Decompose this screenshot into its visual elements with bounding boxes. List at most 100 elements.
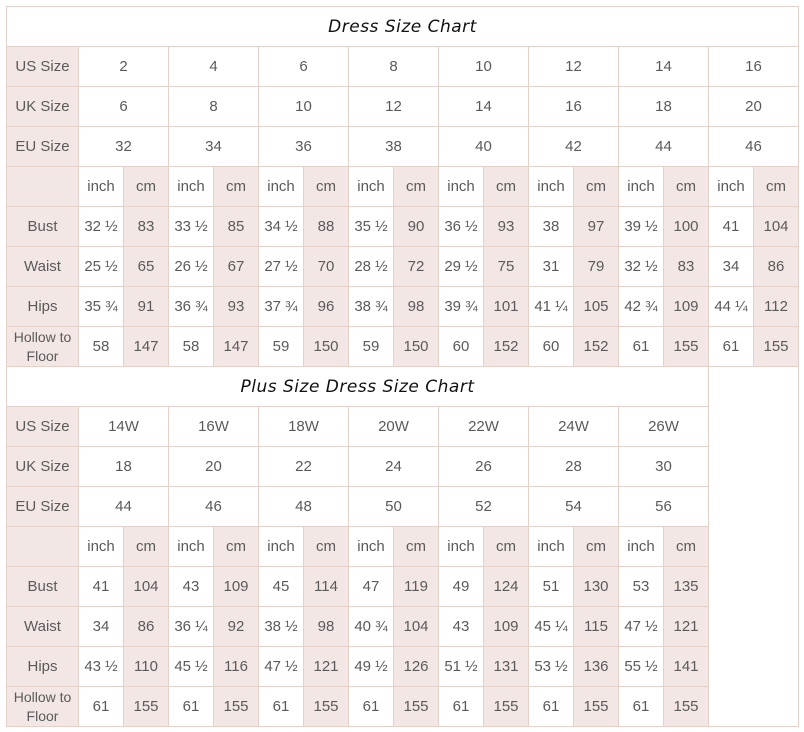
size-value: 26W (619, 407, 709, 447)
cm-value: 121 (304, 647, 349, 687)
inch-value: 29 ½ (439, 247, 484, 287)
unit-inch-header: inch (79, 527, 124, 567)
row-label: EU Size (7, 127, 79, 167)
inch-value: 26 ½ (169, 247, 214, 287)
cm-value: 152 (574, 327, 619, 367)
unit-inch-header: inch (529, 167, 574, 207)
size-value: 34 (169, 127, 259, 167)
unit-cm-header: cm (484, 527, 529, 567)
unit-inch-header: inch (349, 167, 394, 207)
inch-value: 38 (529, 207, 574, 247)
size-value: 38 (349, 127, 439, 167)
cm-value: 155 (394, 687, 439, 727)
size-value: 14W (79, 407, 169, 447)
row-label: US Size (7, 47, 79, 87)
cm-value: 155 (124, 687, 169, 727)
inch-value: 36 ¼ (169, 607, 214, 647)
cm-value: 67 (214, 247, 259, 287)
cm-value: 112 (754, 287, 799, 327)
inch-value: 40 ¾ (349, 607, 394, 647)
inch-value: 47 ½ (259, 647, 304, 687)
measurement-label: Waist (7, 607, 79, 647)
unit-inch-header: inch (169, 527, 214, 567)
unit-inch-header: inch (439, 167, 484, 207)
size-value: 30 (619, 447, 709, 487)
unit-cm-header: cm (664, 527, 709, 567)
unit-cm-header: cm (484, 167, 529, 207)
cm-value: 70 (304, 247, 349, 287)
measurement-label: Hips (7, 287, 79, 327)
cm-value: 135 (664, 567, 709, 607)
cm-value: 98 (394, 287, 439, 327)
inch-value: 34 ½ (259, 207, 304, 247)
size-value: 42 (529, 127, 619, 167)
row-label: US Size (7, 407, 79, 447)
unit-cm-header: cm (574, 167, 619, 207)
row-label: EU Size (7, 487, 79, 527)
cm-value: 75 (484, 247, 529, 287)
inch-value: 34 (709, 247, 754, 287)
cm-value: 90 (394, 207, 439, 247)
size-value: 28 (529, 447, 619, 487)
size-value: 18W (259, 407, 349, 447)
measurement-label: Hollow to Floor (7, 327, 79, 367)
cm-value: 83 (124, 207, 169, 247)
inch-value: 61 (79, 687, 124, 727)
cm-value: 131 (484, 647, 529, 687)
cm-value: 155 (574, 687, 619, 727)
inch-value: 61 (349, 687, 394, 727)
measurement-label: Bust (7, 207, 79, 247)
cm-value: 152 (484, 327, 529, 367)
inch-value: 61 (259, 687, 304, 727)
size-value: 10 (259, 87, 349, 127)
size-value: 12 (529, 47, 619, 87)
inch-value: 43 (439, 607, 484, 647)
inch-value: 36 ½ (439, 207, 484, 247)
unit-header-blank (7, 167, 79, 207)
row-label: UK Size (7, 87, 79, 127)
cm-value: 136 (574, 647, 619, 687)
unit-cm-header: cm (394, 527, 439, 567)
empty-cell (709, 367, 799, 727)
cm-value: 109 (214, 567, 259, 607)
unit-cm-header: cm (214, 527, 259, 567)
cm-value: 150 (304, 327, 349, 367)
cm-value: 98 (304, 607, 349, 647)
size-value: 6 (79, 87, 169, 127)
size-value: 24W (529, 407, 619, 447)
cm-value: 104 (394, 607, 439, 647)
cm-value: 119 (394, 567, 439, 607)
inch-value: 51 ½ (439, 647, 484, 687)
inch-value: 61 (709, 327, 754, 367)
inch-value: 61 (439, 687, 484, 727)
size-value: 22W (439, 407, 529, 447)
cm-value: 155 (304, 687, 349, 727)
inch-value: 41 (709, 207, 754, 247)
inch-value: 60 (529, 327, 574, 367)
inch-value: 53 ½ (529, 647, 574, 687)
unit-cm-header: cm (394, 167, 439, 207)
size-value: 32 (79, 127, 169, 167)
inch-value: 28 ½ (349, 247, 394, 287)
cm-value: 100 (664, 207, 709, 247)
cm-value: 109 (484, 607, 529, 647)
unit-cm-header: cm (664, 167, 709, 207)
inch-value: 45 ½ (169, 647, 214, 687)
size-value: 8 (349, 47, 439, 87)
unit-inch-header: inch (619, 527, 664, 567)
unit-cm-header: cm (304, 527, 349, 567)
cm-value: 141 (664, 647, 709, 687)
cm-value: 155 (754, 327, 799, 367)
inch-value: 38 ½ (259, 607, 304, 647)
unit-inch-header: inch (529, 527, 574, 567)
size-value: 6 (259, 47, 349, 87)
unit-cm-header: cm (304, 167, 349, 207)
size-value: 20W (349, 407, 439, 447)
size-value: 8 (169, 87, 259, 127)
size-value: 52 (439, 487, 529, 527)
inch-value: 27 ½ (259, 247, 304, 287)
inch-value: 36 ¾ (169, 287, 214, 327)
size-value: 22 (259, 447, 349, 487)
unit-inch-header: inch (619, 167, 664, 207)
inch-value: 58 (169, 327, 214, 367)
